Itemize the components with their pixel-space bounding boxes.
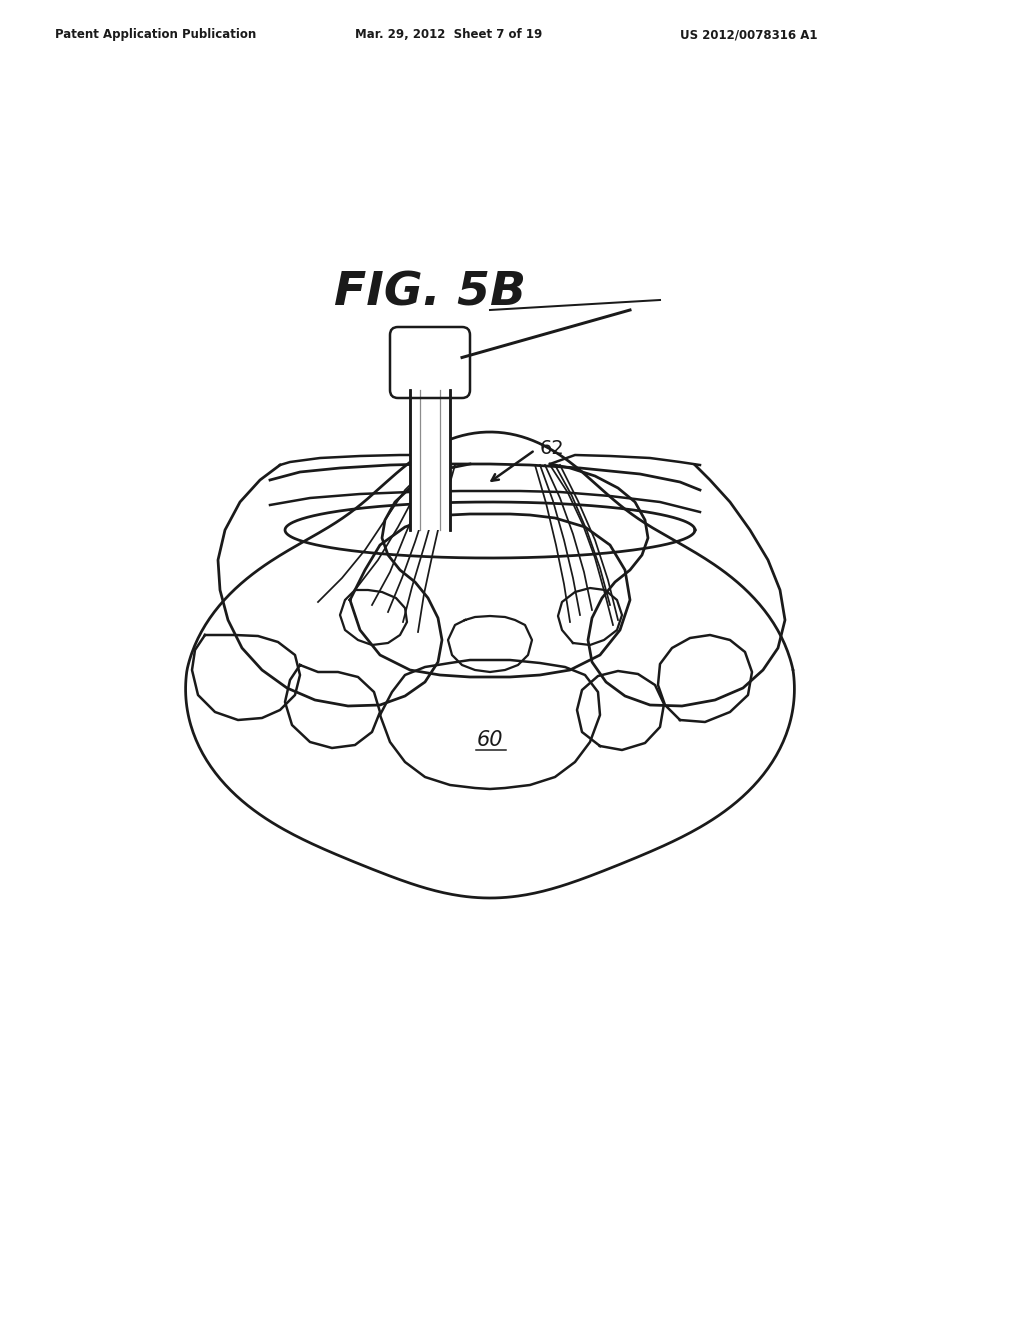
Polygon shape — [449, 616, 532, 672]
Polygon shape — [285, 665, 380, 748]
FancyBboxPatch shape — [390, 327, 470, 399]
Text: 62: 62 — [540, 438, 565, 458]
Bar — [410, 389, 450, 531]
Polygon shape — [340, 590, 407, 645]
Polygon shape — [350, 513, 630, 677]
Text: 60: 60 — [477, 730, 503, 750]
Text: FIG. 5B: FIG. 5B — [334, 271, 526, 315]
Text: US 2012/0078316 A1: US 2012/0078316 A1 — [680, 28, 817, 41]
Polygon shape — [558, 587, 622, 645]
Text: Patent Application Publication: Patent Application Publication — [55, 28, 256, 41]
Polygon shape — [193, 635, 300, 719]
Polygon shape — [380, 660, 600, 789]
Polygon shape — [658, 635, 752, 722]
Text: Mar. 29, 2012  Sheet 7 of 19: Mar. 29, 2012 Sheet 7 of 19 — [355, 28, 543, 41]
Polygon shape — [577, 671, 664, 750]
